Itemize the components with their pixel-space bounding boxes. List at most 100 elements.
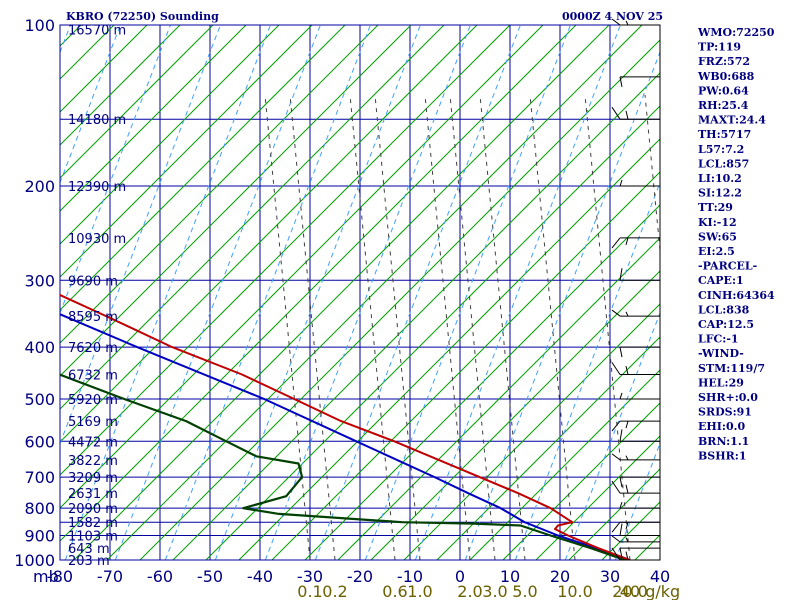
stability-index-line: SW:65 [698,230,737,243]
pressure-tick-label: 500 [24,390,55,409]
moist-adiabat-line [59,24,71,53]
wind-barb-flag [611,453,621,461]
pressure-tick-label: 800 [24,499,55,518]
pressure-tick-label: 900 [24,527,55,546]
wind-barb-flag [619,268,623,281]
mixing-ratio-line [529,94,576,561]
wind-barb-flag [625,484,629,494]
wind-barb [619,392,660,400]
wind-barb-flag [611,420,621,432]
dry-adiabat-line [59,24,577,542]
dry-adiabat-line [59,24,280,245]
wind-barb-flag [611,480,621,494]
wind-barb [619,476,660,488]
wind-barb-flag [625,537,629,543]
mixing-ratio-label: 0.2 [322,582,347,600]
stability-index-line: CINH:64364 [698,289,775,302]
x-unit-label: mb [33,567,59,586]
temperature-tick-label: -50 [197,567,223,586]
pressure-tick-label: 100 [24,16,55,35]
height-label: 3209 m [68,471,118,486]
temperature-tick-label: -60 [147,567,173,586]
mixing-ratio-line [349,94,396,561]
temperature-tick-label: 40 [650,567,670,586]
height-label: 1582 m [68,516,118,531]
temperature-tick-label: -30 [297,567,323,586]
wind-barb-flag [611,547,621,561]
mixing-ratio-line [424,94,471,561]
wind-barb [611,106,660,120]
moist-adiabat-line [614,443,661,561]
wind-barb [611,535,660,543]
stability-index-line: RH:25.4 [698,99,749,112]
temperature-tick-label: -40 [247,567,273,586]
dry-adiabat-line [271,171,661,561]
mixing-ratio-label: 5.0 [512,582,537,600]
stability-index-line: TH:5717 [698,128,751,141]
stability-index-line: HEL:29 [698,376,744,389]
moist-adiabat-line [314,24,521,561]
height-label: 1103 m [68,530,118,545]
wind-barb-flag [625,20,629,26]
height-label: 10930 m [68,232,126,247]
stability-index-line: LCL:838 [698,303,750,316]
mixing-ratio-label: 0.6 [382,582,407,600]
moist-adiabat-line [564,312,661,561]
wind-barb [619,268,660,281]
dry-adiabat-line [59,24,445,410]
stability-index-line: SI:12.2 [698,187,742,200]
dry-adiabat-line [337,237,661,561]
stability-index-line: SHR+:0.0 [698,391,758,404]
height-label: 7620 m [68,341,118,356]
dry-adiabat-line [59,24,511,476]
dry-adiabat-line [59,24,214,179]
mixing-ratio-label: 10.0 [557,582,593,600]
wind-barb-flag [619,523,623,536]
stability-index-line: EI:2.5 [698,245,735,258]
wind-barb-flag [619,429,623,442]
temperature-tick-label: 0 [455,567,465,586]
dry-adiabat-line [59,24,181,146]
dry-adiabat-line [59,24,115,80]
wind-barb-flag [619,76,623,87]
moist-adiabat-line [59,24,121,183]
dry-adiabat-line [634,534,661,561]
wind-barb [611,420,660,432]
moist-adiabat-line [59,24,221,444]
wind-barb-flag [625,455,629,461]
dry-adiabat-line [172,72,661,561]
wind-barb-flag [611,362,621,375]
temperature-tick-label: -20 [347,567,373,586]
stability-index-line: FRZ:572 [698,55,750,68]
moist-adiabat-line [59,24,171,314]
wind-barb-flag [619,547,623,559]
sounding-curves [60,293,631,560]
mixing-ratio-line [449,94,496,561]
wind-barb-flag [625,420,629,429]
stability-index-line: WB0:688 [697,70,755,83]
wind-barb-flag [619,392,623,400]
chart-datetime: 0000Z 4 NOV 25 [562,10,663,23]
mixing-ratio-label: 40 g/kg [620,582,680,600]
stability-index-line: -PARCEL- [698,260,757,273]
wind-barb-flag [611,309,621,317]
mixing-ratio-line [644,94,661,251]
mixing-ratio-label: 0.1 [297,582,322,600]
wind-barb [611,237,660,249]
wind-barb-flag [625,311,629,317]
wind-barb-flag [619,179,623,187]
dewpoint-line [60,373,626,560]
dry-adiabat-line [73,24,610,561]
height-labels: 16570 m 14180 m 12390 m 10930 m 9690 m 8595 m… [68,24,126,569]
dry-adiabat-line [535,435,661,561]
mixing-ratio-line [374,94,421,561]
wind-barb [611,521,660,533]
stability-index-line: TT:29 [698,201,733,214]
wind-barb-flag [625,110,629,120]
stability-index-line: WMO:72250 [697,26,775,39]
stability-index-line: KI:-12 [698,216,737,229]
height-label: 16570 m [68,24,126,39]
chart-title: KBRO (72250) Sounding [66,10,219,23]
wind-barb [611,362,660,375]
temperature-tick-label: 10 [500,567,520,586]
